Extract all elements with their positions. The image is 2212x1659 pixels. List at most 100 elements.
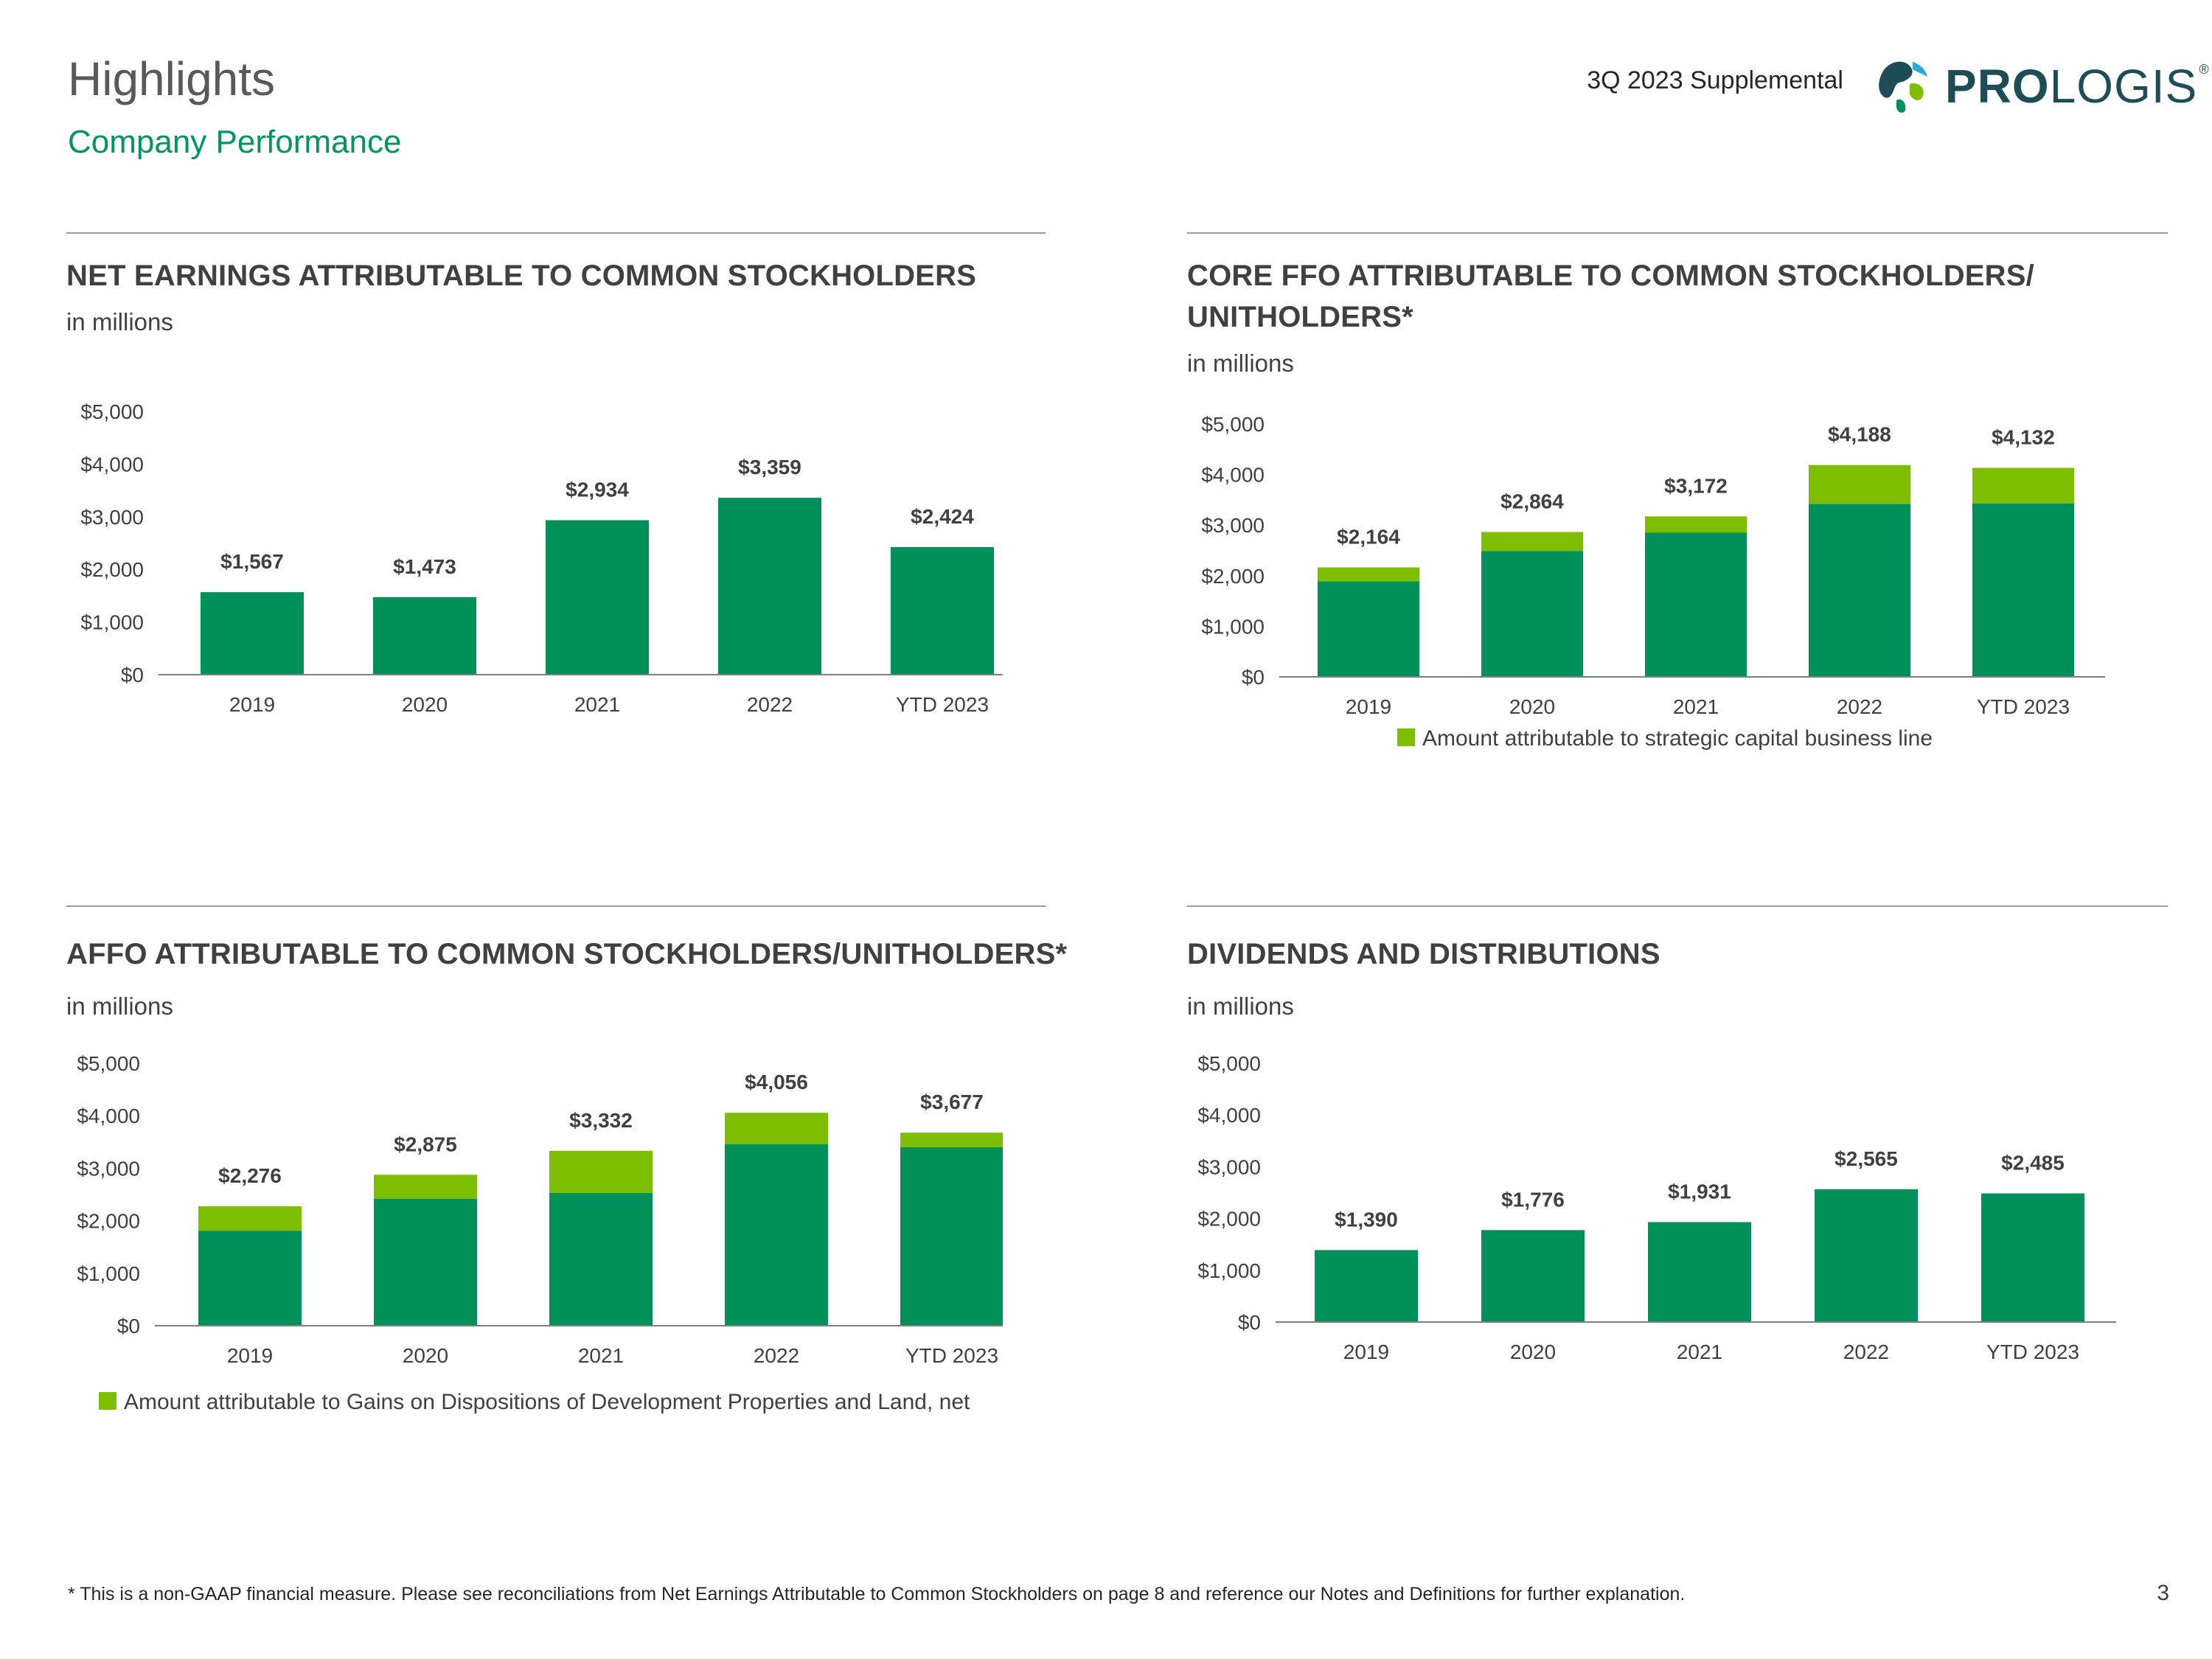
logo-registered-mark: ®: [2199, 62, 2210, 77]
affo-title-line-1: AFFO ATTRIBUTABLE TO COMMON STOCKHOLDERS…: [66, 938, 1068, 970]
dividends-xtick-label: 2022: [1843, 1340, 1889, 1363]
core-ffo-xtick-label: 2019: [1346, 695, 1391, 718]
net-earnings-xtick-label: 2022: [747, 693, 793, 716]
affo-data-label: $2,875: [394, 1133, 457, 1155]
logo-wordmark: PROLOGIS ®: [1945, 59, 2210, 114]
net-earnings-xtick-label: YTD 2023: [896, 693, 989, 716]
affo-unit: in millions: [66, 992, 173, 1020]
logo-text-regular: LOGIS: [2049, 60, 2198, 113]
core-ffo-xtick-label: YTD 2023: [1977, 695, 2070, 718]
core-ffo-bar-segment-2022: [1809, 465, 1910, 504]
core-ffo-xtick-label: 2020: [1509, 695, 1555, 718]
affo-xtick-label: 2019: [227, 1344, 273, 1367]
affo-bar-segment-2019: [198, 1206, 302, 1231]
dividends-data-label: $1,931: [1668, 1180, 1731, 1203]
dividends-bar-base-2019: [1315, 1250, 1418, 1322]
dividends-xtick-label: 2019: [1343, 1340, 1389, 1363]
dividends-xtick-label: 2020: [1510, 1340, 1556, 1363]
dividends-ytick-label: $1,000: [1197, 1259, 1261, 1282]
dividends-bar-base-2022: [1815, 1189, 1918, 1322]
core-ffo-data-label: $2,864: [1500, 490, 1564, 513]
core-ffo-chart: $0 $1,000 $2,000 $3,000 $4,000 $5,000 $2,164 20…: [1201, 413, 2105, 718]
core-ffo-title-line-1: CORE FFO ATTRIBUTABLE TO COMMON STOCKHOL…: [1187, 260, 2034, 292]
affo-xtick-label: 2022: [754, 1344, 799, 1367]
net-earnings-ytick-label: $0: [121, 664, 144, 686]
affo-ytick-label: $3,000: [77, 1157, 140, 1180]
core-ffo-bar-base-2021: [1645, 532, 1747, 677]
affo-bar-base-2019: [198, 1231, 302, 1326]
net-earnings-ytick-label: $3,000: [80, 506, 144, 529]
net-earnings-data-label: $2,934: [566, 479, 629, 501]
logo-text-bold: PRO: [1945, 60, 2050, 113]
affo-xtick-label: YTD 2023: [905, 1344, 998, 1367]
dividends-data-label: $2,485: [2001, 1152, 2065, 1175]
section-divider-core-ffo: [1187, 232, 2168, 234]
net-earnings-data-label: $3,359: [738, 456, 801, 479]
affo-data-label: $3,677: [920, 1091, 984, 1113]
section-divider-affo: [66, 905, 1046, 907]
core-ffo-xtick-label: 2022: [1837, 695, 1882, 718]
affo-bar-segment-2021: [549, 1150, 653, 1193]
core-ffo-data-label: $4,188: [1828, 423, 1891, 446]
dividends-data-label: $1,776: [1501, 1188, 1565, 1211]
affo-bar-base-2020: [374, 1198, 477, 1326]
net-earnings-ytick-label: $1,000: [80, 611, 144, 634]
section-divider-net-earnings: [66, 232, 1046, 234]
affo-ytick-label: $1,000: [77, 1262, 140, 1285]
net-earnings-ytick-label: $4,000: [80, 453, 144, 476]
globe-logo-icon: [1871, 56, 1930, 115]
net-earnings-title: NET EARNINGS ATTRIBUTABLE TO COMMON STOC…: [66, 255, 976, 296]
dividends-unit: in millions: [1187, 992, 1294, 1020]
dividends-ytick-label: $4,000: [1197, 1104, 1261, 1127]
dividends-title: DIVIDENDS AND DISTRIBUTIONS: [1187, 933, 1660, 975]
affo-bar-segment-2022: [725, 1113, 828, 1144]
core-ffo-ytick-label: $5,000: [1201, 413, 1265, 436]
core-ffo-legend: Amount attributable to strategic capital…: [1397, 726, 1933, 751]
core-ffo-bar-segment-2019: [1318, 567, 1419, 582]
affo-xtick-label: 2021: [578, 1344, 624, 1367]
affo-ytick-label: $2,000: [77, 1210, 140, 1233]
prologis-logo: PROLOGIS ®: [1867, 52, 2209, 119]
core-ffo-title-line-2: UNITHOLDERS*: [1187, 301, 1413, 333]
footnote: * This is a non-GAAP financial measure. …: [68, 1584, 1686, 1604]
net-earnings-xtick-label: 2020: [402, 693, 448, 716]
core-ffo-ytick-label: $1,000: [1201, 615, 1265, 638]
affo-data-label: $3,332: [569, 1109, 633, 1132]
core-ffo-ytick-label: $2,000: [1201, 565, 1265, 588]
dividends-bar-base-2021: [1648, 1222, 1751, 1322]
dividends-ytick-label: $2,000: [1197, 1208, 1261, 1231]
core-ffo-title: CORE FFO ATTRIBUTABLE TO COMMON STOCKHOL…: [1187, 255, 2034, 338]
dividends-chart: $0 $1,000 $2,000 $3,000 $4,000 $5,000 $1,390 20…: [1197, 1052, 2116, 1363]
dividends-bar-base-2020: [1481, 1230, 1585, 1322]
affo-title: AFFO ATTRIBUTABLE TO COMMON STOCKHOLDERS…: [66, 933, 1067, 975]
dividends-data-label: $2,565: [1834, 1147, 1898, 1170]
page-number: 3: [2157, 1581, 2169, 1605]
core-ffo-ytick-label: $0: [1242, 666, 1265, 689]
affo-chart: $0 $1,000 $2,000 $3,000 $4,000 $5,000 $2,276 20…: [77, 1052, 1003, 1367]
affo-bar-base-2021: [549, 1192, 653, 1326]
core-ffo-bar-base-2019: [1318, 581, 1419, 677]
core-ffo-legend-label: Amount attributable to strategic capital…: [1422, 726, 1933, 751]
net-earnings-bar-base-2019: [201, 592, 304, 675]
net-earnings-bar-base-ytd-2023: [891, 546, 994, 675]
core-ffo-unit: in millions: [1187, 349, 1294, 377]
affo-xtick-label: 2020: [403, 1344, 448, 1367]
affo-legend: Amount attributable to Gains on Disposit…: [99, 1390, 970, 1415]
net-earnings-ytick-label: $5,000: [80, 400, 144, 423]
net-earnings-title-line-1: NET EARNINGS ATTRIBUTABLE TO COMMON STOC…: [66, 260, 977, 292]
dividends-ytick-label: $5,000: [1197, 1052, 1261, 1075]
dividends-title-line-1: DIVIDENDS AND DISTRIBUTIONS: [1187, 938, 1660, 970]
core-ffo-bar-base-2020: [1481, 551, 1583, 677]
dividends-ytick-label: $0: [1238, 1311, 1261, 1334]
core-ffo-bar-base-ytd-2023: [1972, 503, 2074, 677]
core-ffo-bar-base-2022: [1809, 504, 1910, 677]
net-earnings-data-label: $1,473: [393, 555, 456, 578]
dividends-xtick-label: 2021: [1677, 1340, 1722, 1363]
affo-ytick-label: $5,000: [77, 1052, 140, 1075]
net-earnings-xtick-label: 2021: [574, 693, 620, 716]
affo-data-label: $4,056: [745, 1071, 808, 1093]
net-earnings-chart: $0 $1,000 $2,000 $3,000 $4,000 $5,000 $1,567 20…: [80, 400, 1003, 716]
dividends-ytick-label: $3,000: [1197, 1155, 1261, 1178]
core-ffo-ytick-label: $3,000: [1201, 514, 1265, 537]
net-earnings-xtick-label: 2019: [229, 693, 275, 716]
